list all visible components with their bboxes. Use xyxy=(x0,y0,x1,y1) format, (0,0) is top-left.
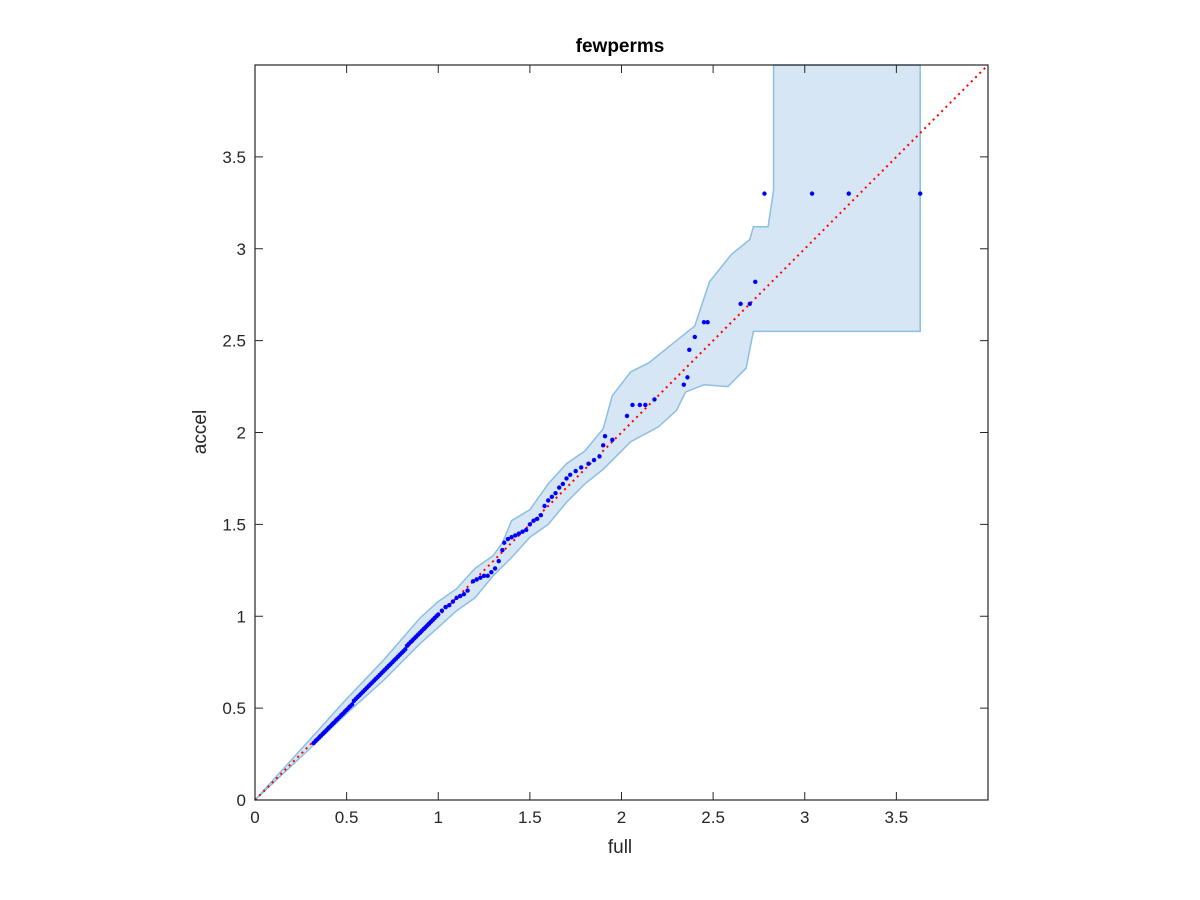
data-point xyxy=(349,702,355,707)
x-tick-label: 2 xyxy=(617,808,626,827)
axes: 0 0.5 1 1.5 2 2.5 3 3.5 0 0.5 1 1.5 2 2.5 3 3.5 xyxy=(222,64,989,827)
data-point xyxy=(513,533,518,538)
data-point xyxy=(602,433,608,439)
data-point xyxy=(465,588,470,593)
data-point xyxy=(747,301,752,307)
data-point xyxy=(591,457,597,463)
data-point xyxy=(846,191,851,196)
x-tick-label: 2.5 xyxy=(701,808,725,827)
data-point xyxy=(687,347,692,353)
data-point xyxy=(403,647,408,652)
data-point xyxy=(610,437,615,443)
data-point xyxy=(762,191,767,196)
data-point xyxy=(458,593,463,599)
data-point xyxy=(738,301,743,307)
data-point xyxy=(753,279,758,285)
data-point xyxy=(643,402,648,408)
x-tick-label: 1 xyxy=(434,808,443,827)
data-point xyxy=(586,461,591,466)
y-tick-label: 0 xyxy=(237,791,246,810)
data-point xyxy=(450,599,456,604)
data-point xyxy=(502,540,507,545)
data-point xyxy=(553,490,558,496)
data-point xyxy=(567,472,573,477)
data-point xyxy=(600,443,606,448)
data-point xyxy=(573,468,578,474)
data-point xyxy=(597,454,602,459)
data-point xyxy=(560,481,566,487)
x-tick-label: 3.5 xyxy=(885,808,909,827)
data-point xyxy=(454,595,459,601)
data-point xyxy=(443,604,448,610)
data-point xyxy=(531,518,536,523)
data-point xyxy=(436,612,441,617)
data-point xyxy=(439,608,445,613)
data-point xyxy=(489,569,494,575)
x-tick-label: 1.5 xyxy=(518,808,542,827)
data-point xyxy=(516,531,522,536)
data-point xyxy=(470,579,476,584)
data-point xyxy=(474,577,479,582)
y-tick-label: 1 xyxy=(237,607,246,626)
data-point xyxy=(556,485,562,490)
data-point xyxy=(681,382,687,387)
data-point xyxy=(461,592,467,597)
data-point xyxy=(692,334,697,340)
data-point xyxy=(492,566,498,571)
data-point xyxy=(809,191,815,196)
y-tick-label: 0.5 xyxy=(222,699,246,718)
data-point xyxy=(546,498,551,503)
x-tick-label: 0 xyxy=(250,808,259,827)
data-point xyxy=(705,320,710,325)
y-tick-label: 2 xyxy=(237,424,246,443)
y-tick-label: 2.5 xyxy=(222,332,246,351)
data-point xyxy=(701,320,707,325)
y-tick-label: 3 xyxy=(237,240,246,259)
data-point xyxy=(520,529,525,534)
data-point xyxy=(578,465,584,470)
data-point xyxy=(637,402,643,408)
data-point xyxy=(496,558,501,564)
data-point xyxy=(481,573,487,579)
data-point xyxy=(685,375,690,380)
y-tick-label: 3.5 xyxy=(222,148,246,167)
y-axis-label: accel xyxy=(190,410,211,454)
x-axis-label: full xyxy=(608,837,632,858)
data-point xyxy=(917,191,923,196)
data-point xyxy=(447,603,452,608)
data-point xyxy=(505,536,511,542)
data-point xyxy=(509,535,514,540)
x-tick-label: 3 xyxy=(800,808,809,827)
data-point xyxy=(542,503,547,509)
data-point xyxy=(524,527,529,533)
chart-title: fewperms xyxy=(576,36,665,57)
data-point xyxy=(478,575,483,580)
data-point xyxy=(652,397,657,402)
data-point xyxy=(500,547,505,553)
data-point xyxy=(630,402,635,408)
plot-area xyxy=(254,64,989,801)
y-tick-label: 1.5 xyxy=(222,515,246,534)
data-point xyxy=(624,413,630,419)
data-point xyxy=(485,573,490,579)
data-point xyxy=(549,494,555,500)
data-point xyxy=(564,476,569,481)
reference-line xyxy=(254,64,989,801)
data-point xyxy=(535,516,540,522)
confidence-band xyxy=(254,64,921,801)
x-tick-label: 0.5 xyxy=(335,808,359,827)
data-point xyxy=(538,512,544,518)
data-point xyxy=(527,522,533,527)
